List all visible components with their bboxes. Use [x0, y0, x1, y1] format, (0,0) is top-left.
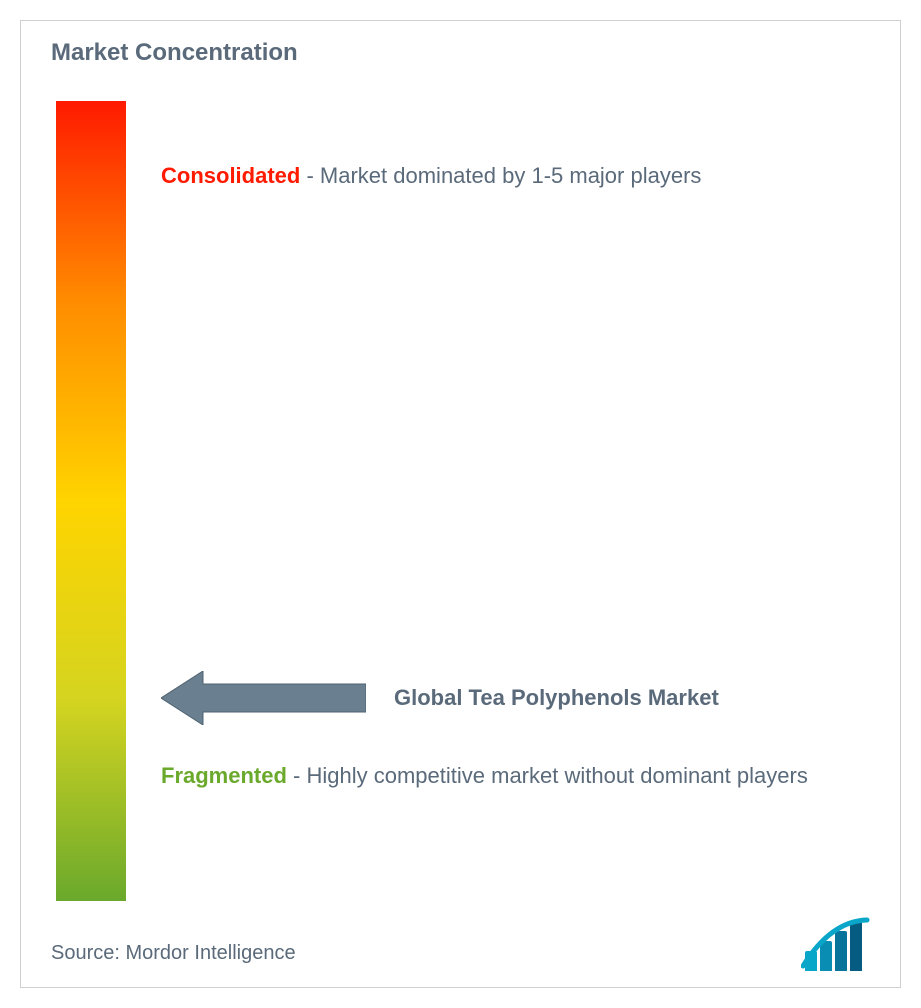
fragmented-text: - Highly competitive market without domi… — [293, 763, 808, 788]
left-arrow-icon — [161, 671, 366, 725]
mordor-logo — [805, 921, 862, 971]
diagram-container: Market Concentration Consolidated - Mark… — [20, 20, 901, 988]
market-name: Global Tea Polyphenols Market — [394, 685, 719, 711]
consolidated-text: - Market dominated by 1-5 major players — [306, 163, 701, 188]
consolidated-highlight: Consolidated — [161, 163, 300, 188]
source-attribution: Source: Mordor Intelligence — [51, 942, 296, 965]
fragmented-label: Fragmented - Highly competitive market w… — [161, 761, 870, 792]
logo-curve-icon — [801, 916, 871, 971]
market-pointer-row: Global Tea Polyphenols Market — [161, 671, 719, 725]
consolidated-label: Consolidated - Market dominated by 1-5 m… — [161, 161, 870, 191]
concentration-gradient-bar — [56, 101, 126, 901]
chart-title: Market Concentration — [51, 39, 298, 67]
fragmented-highlight: Fragmented — [161, 763, 287, 788]
